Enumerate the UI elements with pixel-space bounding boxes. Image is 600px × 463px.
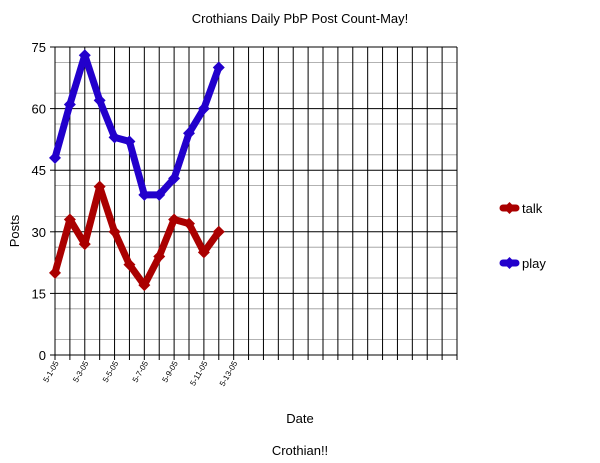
legend-label-talk: talk (522, 201, 543, 216)
y-tick-label: 0 (39, 348, 46, 363)
data-point-play (78, 49, 91, 62)
data-point-play (49, 151, 61, 164)
data-point-talk (212, 225, 225, 238)
y-tick-label: 15 (32, 286, 46, 301)
data-point-play (212, 61, 225, 74)
x-tick-label: 5-5-05 (101, 359, 121, 384)
legend-marker-play (503, 257, 516, 269)
series-line-talk (51, 183, 223, 289)
y-tick-label: 45 (32, 163, 46, 178)
y-axis-ticks: 0 15 30 45 60 75 (32, 40, 55, 363)
chart-title: Crothians Daily PbP Post Count-May! (192, 11, 409, 26)
chart-footer: Crothian!! (272, 443, 328, 458)
x-tick-label: 5-9-05 (160, 359, 180, 384)
data-point-play (108, 131, 121, 144)
data-point-talk (153, 250, 166, 263)
y-axis-label: Posts (7, 214, 22, 247)
data-point-play (197, 102, 210, 115)
data-point-play (63, 98, 76, 111)
data-point-play (183, 127, 195, 140)
data-point-talk (63, 213, 76, 226)
y-tick-label: 30 (32, 225, 46, 240)
plot-grid (54, 46, 458, 356)
data-point-talk (197, 246, 210, 259)
data-point-talk (108, 225, 121, 238)
x-tick-label: 5-11-05 (188, 359, 210, 387)
data-point-talk (138, 279, 151, 292)
data-point-play (93, 94, 106, 107)
data-point-play (153, 188, 166, 201)
data-point-play (123, 135, 136, 148)
data-point-talk (123, 258, 136, 271)
y-tick-label: 75 (32, 40, 46, 55)
series-line-play (51, 51, 223, 199)
legend: talk play (499, 201, 546, 271)
data-point-talk (49, 266, 61, 279)
legend-marker-talk (503, 202, 516, 214)
y-tick-label: 60 (32, 102, 46, 117)
x-tick-label: 5-3-05 (71, 359, 91, 384)
data-point-talk (168, 213, 181, 226)
x-axis-ticks: 5-1-05 5-3-05 5-5-05 5-7-05 5-9-05 5-11-05 5-1… (41, 355, 458, 388)
x-tick-label: 5-7-05 (131, 359, 151, 384)
data-point-talk (78, 238, 91, 251)
data-point-talk (93, 180, 106, 193)
plot-area (55, 47, 457, 355)
legend-label-play: play (522, 256, 546, 271)
x-tick-label: 5-13-05 (218, 359, 240, 388)
data-point-play (138, 188, 151, 201)
x-axis-label: Date (286, 411, 313, 426)
series-group (49, 49, 225, 292)
data-point-play (168, 172, 181, 185)
data-point-talk (183, 217, 195, 230)
